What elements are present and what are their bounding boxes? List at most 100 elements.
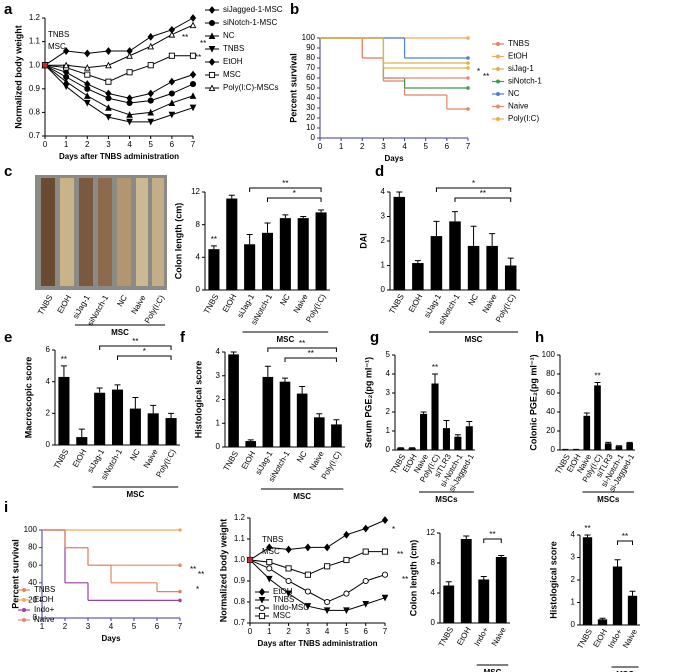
bar xyxy=(279,218,291,290)
error-bar xyxy=(583,412,590,416)
origin-dot xyxy=(247,557,253,563)
bar xyxy=(460,539,472,623)
bar xyxy=(76,437,88,445)
bar xyxy=(431,383,439,450)
y-tick-label: 0 xyxy=(33,613,38,622)
annotation: ** xyxy=(200,39,206,48)
significance: ** xyxy=(594,372,600,381)
colon-strip xyxy=(136,178,148,286)
y-axis-label: Normalized body weight xyxy=(218,519,228,623)
significance: * xyxy=(293,189,296,198)
point xyxy=(285,577,292,585)
error-bar xyxy=(168,412,175,419)
annotation: ** xyxy=(195,53,201,62)
point xyxy=(105,78,112,85)
group-label: MSC xyxy=(616,670,634,672)
y-tick-label: 1 xyxy=(571,598,576,607)
point xyxy=(168,52,175,59)
significance: ** xyxy=(282,179,288,188)
bar xyxy=(486,245,498,290)
error-bar xyxy=(228,194,235,199)
error-bar xyxy=(210,245,217,250)
x-tick-label: TNBS xyxy=(52,448,70,471)
y-axis-label: Colonic PGE₂(pg ml⁻¹) xyxy=(528,354,538,450)
point xyxy=(343,556,350,564)
error-bar xyxy=(264,222,271,233)
bar xyxy=(465,426,473,450)
legend-label: EtOH xyxy=(508,52,528,61)
point xyxy=(147,62,154,69)
bar xyxy=(449,221,461,290)
point xyxy=(105,95,112,102)
y-tick-label: 12 xyxy=(191,187,200,196)
legend-marker xyxy=(208,84,216,92)
legend-marker xyxy=(258,604,266,612)
end-point xyxy=(466,66,470,70)
error-bar xyxy=(470,225,477,246)
photo-label: EtOH xyxy=(56,293,74,315)
bar xyxy=(478,579,490,623)
point xyxy=(266,565,273,572)
legend-label: NC xyxy=(508,89,520,98)
x-tick-label: 7 xyxy=(383,627,388,636)
point xyxy=(304,543,312,552)
x-tick-label: 2 xyxy=(85,140,90,149)
point xyxy=(62,83,70,91)
x-tick-label: EtOH xyxy=(71,447,89,469)
bar xyxy=(165,418,177,445)
error-bar xyxy=(318,209,325,213)
y-tick-label: 2 xyxy=(216,395,221,404)
point xyxy=(304,603,312,610)
error-bar xyxy=(489,233,496,246)
bar xyxy=(582,537,593,625)
error-bar xyxy=(584,534,591,538)
x-tick-label: 4 xyxy=(325,627,330,636)
colon-strip xyxy=(79,178,93,286)
bar xyxy=(504,265,517,290)
y-tick-label: 0 xyxy=(431,618,436,627)
error-bar xyxy=(114,384,121,390)
significance: ** xyxy=(308,349,314,358)
series-line xyxy=(44,64,194,123)
point xyxy=(62,47,70,55)
x-tick-label: EtOH xyxy=(240,449,258,471)
bar xyxy=(393,196,406,290)
significance: * xyxy=(143,347,146,356)
x-tick-label: 3 xyxy=(381,142,386,151)
legend-label: Indo-MSC xyxy=(273,603,309,612)
point xyxy=(147,108,155,116)
bar xyxy=(297,218,309,290)
bar xyxy=(279,381,291,447)
end-point xyxy=(178,598,182,603)
y-tick-label: 80 xyxy=(28,543,37,552)
error-bar xyxy=(463,535,470,539)
legend-label: EtOH xyxy=(34,595,54,604)
y-tick-label: 4 xyxy=(46,377,51,386)
y-tick-label: 1.0 xyxy=(234,555,246,564)
y-tick-label: 1.1 xyxy=(29,37,41,46)
series-line xyxy=(44,64,194,104)
point xyxy=(266,543,273,552)
annotation: ** xyxy=(198,570,204,579)
x-axis-label: Days xyxy=(384,154,404,163)
y-tick-label: 2 xyxy=(386,407,391,416)
error-bar xyxy=(316,413,323,418)
annotation: ** xyxy=(182,33,188,42)
annotation: TNBS xyxy=(48,30,69,39)
point xyxy=(381,516,389,525)
y-tick-label: 60 xyxy=(28,560,37,569)
point xyxy=(266,559,273,566)
point xyxy=(168,111,176,119)
legend-label: siNotch-1-MSC xyxy=(223,18,277,27)
significance: ** xyxy=(132,337,138,346)
bar xyxy=(226,198,238,290)
significance: ** xyxy=(299,339,305,348)
y-tick-label: 20 xyxy=(28,596,37,605)
point xyxy=(189,81,197,88)
point xyxy=(105,47,112,55)
point xyxy=(362,601,370,608)
error-bar xyxy=(246,233,253,245)
x-tick-label: 1 xyxy=(267,627,272,636)
bar xyxy=(408,448,416,450)
error-bar xyxy=(132,397,139,409)
